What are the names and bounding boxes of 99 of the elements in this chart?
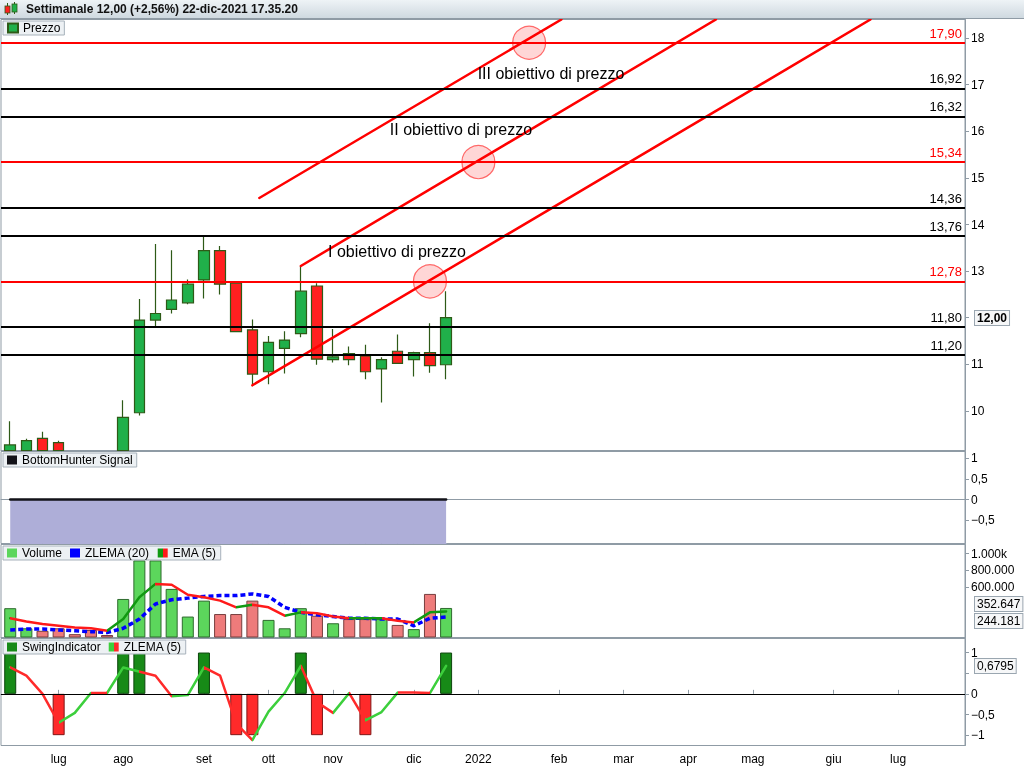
bar [181, 616, 194, 638]
bar [246, 600, 259, 638]
y-tick-label: 0 [971, 686, 978, 701]
y-tick-label: −0,5 [971, 513, 996, 528]
ref-line-label: 13,76 [929, 218, 962, 234]
text: 0,6795 [977, 659, 1015, 673]
candlestick [197, 236, 211, 300]
y-tick-label: 18 [971, 31, 985, 46]
legend-label: Volume [22, 546, 63, 560]
candlestick [3, 420, 17, 451]
legend-label: BottomHunter Signal [22, 453, 133, 467]
bar [391, 624, 404, 638]
bar [68, 634, 81, 638]
x-tick-label: lug [50, 751, 67, 766]
legend-label: Prezzo [23, 21, 61, 35]
bar [310, 615, 323, 638]
candlestick [439, 290, 453, 380]
line-series [8, 664, 448, 742]
ref-line-label: 12,78 [929, 264, 962, 280]
x-tick-label: dic [406, 751, 422, 766]
x-tick-label: set [195, 751, 213, 766]
legend-label: ZLEMA (20) [85, 546, 150, 560]
candlestick [375, 356, 388, 404]
y-tick-label: 1 [971, 645, 978, 660]
candlestick [116, 399, 130, 451]
line-series [8, 582, 448, 633]
x-tick-label: lug [890, 751, 907, 766]
candlestick [359, 344, 372, 380]
ref-line-label: 16,92 [929, 71, 962, 87]
candlestick [278, 330, 291, 375]
bar [375, 619, 388, 638]
y-tick-label: 10 [971, 403, 985, 418]
bar [359, 619, 372, 638]
y-tick-label: 0,5 [971, 472, 989, 487]
legend-label: EMA (5) [172, 546, 217, 560]
bar [197, 600, 210, 638]
candlestick [149, 243, 162, 328]
bar [278, 628, 291, 638]
y-tick-label: 800.000 [971, 563, 1015, 578]
ref-line-label: 11,20 [930, 337, 962, 353]
x-tick-label: feb [550, 751, 568, 766]
bar [36, 630, 49, 638]
annotation: I obiettivo di prezzo [328, 242, 467, 260]
text: 352.647 [977, 597, 1021, 611]
candlestick [20, 438, 33, 451]
bar [343, 619, 356, 638]
bar [262, 619, 275, 638]
y-tick-label: 1 [971, 451, 978, 466]
legend-label: SwingIndicator [22, 640, 101, 654]
candlestick [52, 440, 65, 451]
candlestick [326, 328, 340, 364]
candlestick [262, 335, 275, 385]
bar [230, 614, 243, 638]
x-tick-label: mar [613, 751, 635, 766]
candlestick [133, 298, 146, 417]
candlestick [181, 278, 195, 305]
x-tick-label: ott [261, 751, 276, 766]
y-tick-label: 1.000k [971, 546, 1009, 561]
line-series [8, 592, 448, 635]
x-tick-label: nov [323, 751, 343, 766]
y-tick-label: −0,5 [971, 707, 996, 722]
candlestick [229, 282, 243, 333]
bar [407, 629, 420, 638]
text: 244.181 [977, 614, 1021, 628]
annotation: II obiettivo di prezzo [389, 120, 533, 138]
x-tick-label: ago [113, 751, 134, 766]
ref-line-label: 11,80 [930, 310, 962, 326]
candlestick [310, 282, 324, 366]
y-tick-label: 11 [971, 357, 984, 372]
ref-line-label: 14,36 [929, 190, 962, 206]
ref-line-label: 15,34 [929, 145, 962, 161]
y-tick-label: 17 [971, 77, 985, 92]
text: 12,00 [977, 311, 1008, 325]
chart-title: Settimanale 12,00 (+2,56%) 22-dic-2021 17.35.20 [26, 2, 298, 16]
y-tick-label: −1 [971, 728, 986, 743]
x-tick-label: apr [679, 751, 697, 766]
legend-label: ZLEMA (5) [123, 640, 182, 654]
candlestick [213, 245, 227, 296]
candlestick [165, 249, 178, 315]
annotation: III obiettivo di prezzo [477, 64, 625, 82]
ref-line-label: 16,32 [929, 99, 962, 115]
y-tick-label: 16 [971, 124, 985, 139]
y-tick-label: 14 [971, 217, 985, 232]
bar [165, 588, 178, 638]
x-tick-label: giu [825, 751, 842, 766]
x-tick-label: mag [741, 751, 765, 766]
candlestick [246, 318, 259, 387]
bar [327, 623, 340, 638]
candlestick [36, 431, 49, 451]
x-tick-label: 2022 [465, 751, 493, 766]
bar [133, 560, 146, 638]
bar [214, 614, 227, 638]
y-tick-label: 15 [971, 170, 985, 185]
y-tick-label: 600.000 [971, 580, 1015, 595]
candlestick [294, 265, 308, 338]
bar [149, 560, 162, 638]
ref-line-label: 17,90 [929, 25, 962, 41]
y-tick-label: 13 [971, 264, 985, 279]
y-tick-label: 0 [971, 492, 978, 507]
